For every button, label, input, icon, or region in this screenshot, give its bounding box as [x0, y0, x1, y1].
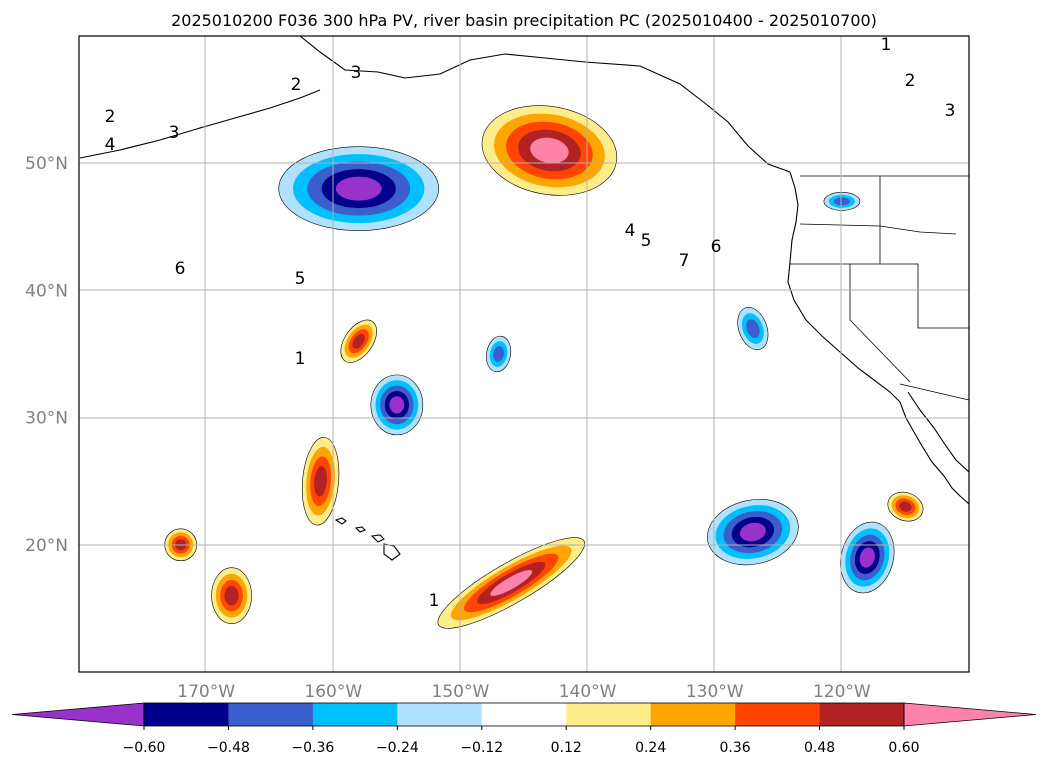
precip-anomaly — [370, 374, 424, 436]
pv-contour-label: 4 — [105, 135, 116, 155]
lat-tick-label: 20°N — [25, 536, 68, 556]
lon-tick-label: 120°W — [813, 682, 871, 702]
pv-contour-label: 1 — [881, 35, 892, 55]
lon-tick-label: 170°W — [177, 682, 235, 702]
colorbar-tick-label: −0.24 — [376, 740, 419, 756]
precip-contour-fill — [899, 501, 912, 512]
colorbar-segment — [228, 703, 314, 726]
precip-contour-fill — [530, 137, 569, 164]
precip-anomaly — [707, 499, 799, 566]
colorbar-tick-label: −0.60 — [123, 740, 166, 756]
precip-contour-fill — [493, 346, 504, 362]
precip-anomaly — [211, 567, 252, 624]
precip-anomaly — [887, 491, 924, 522]
lon-tick-label: 150°W — [432, 682, 490, 702]
colorbar-tick-label: 0.60 — [888, 740, 919, 756]
precip-anomaly — [340, 319, 377, 363]
precip-contour-fill — [739, 522, 766, 542]
colorbar-extend-low — [11, 702, 145, 727]
lat-tick-label: 50°N — [25, 154, 68, 174]
pv-contour-label: 4 — [625, 221, 636, 241]
lon-tick-label: 160°W — [304, 682, 362, 702]
precip-contour-fill — [833, 197, 850, 206]
pv-contour-label: 6 — [175, 259, 186, 279]
coastline-west-america — [787, 171, 969, 505]
coastline-hawaii — [334, 517, 401, 561]
lon-tick-label: 140°W — [559, 682, 617, 702]
precip-anomaly — [823, 192, 861, 211]
precip-anomaly — [278, 146, 440, 231]
axis-labels: 170°W 160°W 150°W 140°W 130°W 120°W 20°N 30°N 40… — [25, 154, 871, 702]
pv-contour-label: 2 — [905, 71, 916, 91]
chart-title: 2025010200 F036 300 hPa PV, river basin … — [171, 11, 877, 30]
precip-contour-fill — [352, 333, 365, 349]
pv-contour-label: 3 — [169, 123, 180, 143]
colorbar-tick-label: −0.48 — [207, 740, 250, 756]
pv-contour-label: 6 — [711, 237, 722, 257]
colorbar-segment — [650, 703, 736, 726]
precip-anomaly — [840, 521, 895, 594]
precip-contour-fill — [335, 176, 382, 201]
coastline-alaska-peninsula — [79, 89, 321, 159]
precip-contour-fill — [859, 547, 875, 568]
precip-anomaly — [301, 437, 340, 526]
pv-contour-label: 5 — [641, 231, 652, 251]
precip-contour-fill — [490, 569, 533, 596]
wa-or-border — [799, 223, 957, 235]
lat-tick-label: 40°N — [25, 281, 68, 301]
pv-contour-label: 3 — [945, 101, 956, 121]
precip-anomaly — [737, 307, 769, 351]
pv-contour-label: 2 — [291, 75, 302, 95]
precip-contour-fill — [224, 585, 239, 606]
colorbar-segment — [144, 703, 229, 726]
colorbar-segment — [819, 703, 905, 726]
coastline-alaska — [299, 36, 791, 173]
lon-tick-label: 130°W — [686, 682, 744, 702]
colorbar-tick-label: 0.48 — [804, 740, 835, 756]
pv-contour-label: 1 — [295, 349, 306, 369]
precip-contour-fill — [314, 465, 327, 497]
colorbar-tick-label: 0.36 — [720, 740, 751, 756]
colorbar-segment — [566, 703, 652, 726]
state-borders — [790, 175, 969, 401]
us-mexico-border — [899, 383, 969, 401]
pv-contour-label: 2 — [105, 107, 116, 127]
colorbar-segment — [735, 703, 820, 726]
colorbar-tick-label: 0.24 — [635, 740, 666, 756]
plot-area — [79, 36, 969, 672]
precip-anomaly — [481, 105, 618, 196]
map-frame — [78, 35, 970, 673]
colorbar-segment — [481, 703, 567, 726]
colorbar-tick-label: −0.36 — [291, 740, 334, 756]
pv-contour-label: 5 — [295, 269, 306, 289]
graticule — [79, 36, 969, 672]
pv-contour-label: 3 — [351, 63, 362, 83]
colorbar-tick-label: −0.12 — [460, 740, 503, 756]
precip-anomaly — [486, 335, 512, 373]
precip-contour-fill — [389, 396, 405, 414]
colorbar: −0.60 −0.48 −0.36 −0.24 −0.12 0.12 0.24 0.36 0.4… — [11, 702, 1037, 756]
colorbar-outline — [143, 702, 905, 727]
colorbar-extend-high — [903, 702, 1037, 727]
pv-contour-label: 7 — [679, 251, 690, 271]
nv-border — [849, 264, 911, 383]
precip-contour-fill — [746, 319, 760, 339]
lat-tick-label: 30°N — [25, 409, 68, 429]
precip-fill-layer — [164, 105, 924, 629]
colorbar-segment — [397, 703, 483, 726]
colorbar-tick-label: 0.12 — [551, 740, 582, 756]
coastline-baja-gulf — [907, 391, 969, 473]
or-ca-border — [790, 263, 969, 329]
colorbar-segment — [312, 703, 398, 726]
precip-anomaly — [437, 537, 586, 629]
pv-contour-label: 1 — [429, 591, 440, 611]
coastline-layer — [79, 36, 969, 561]
